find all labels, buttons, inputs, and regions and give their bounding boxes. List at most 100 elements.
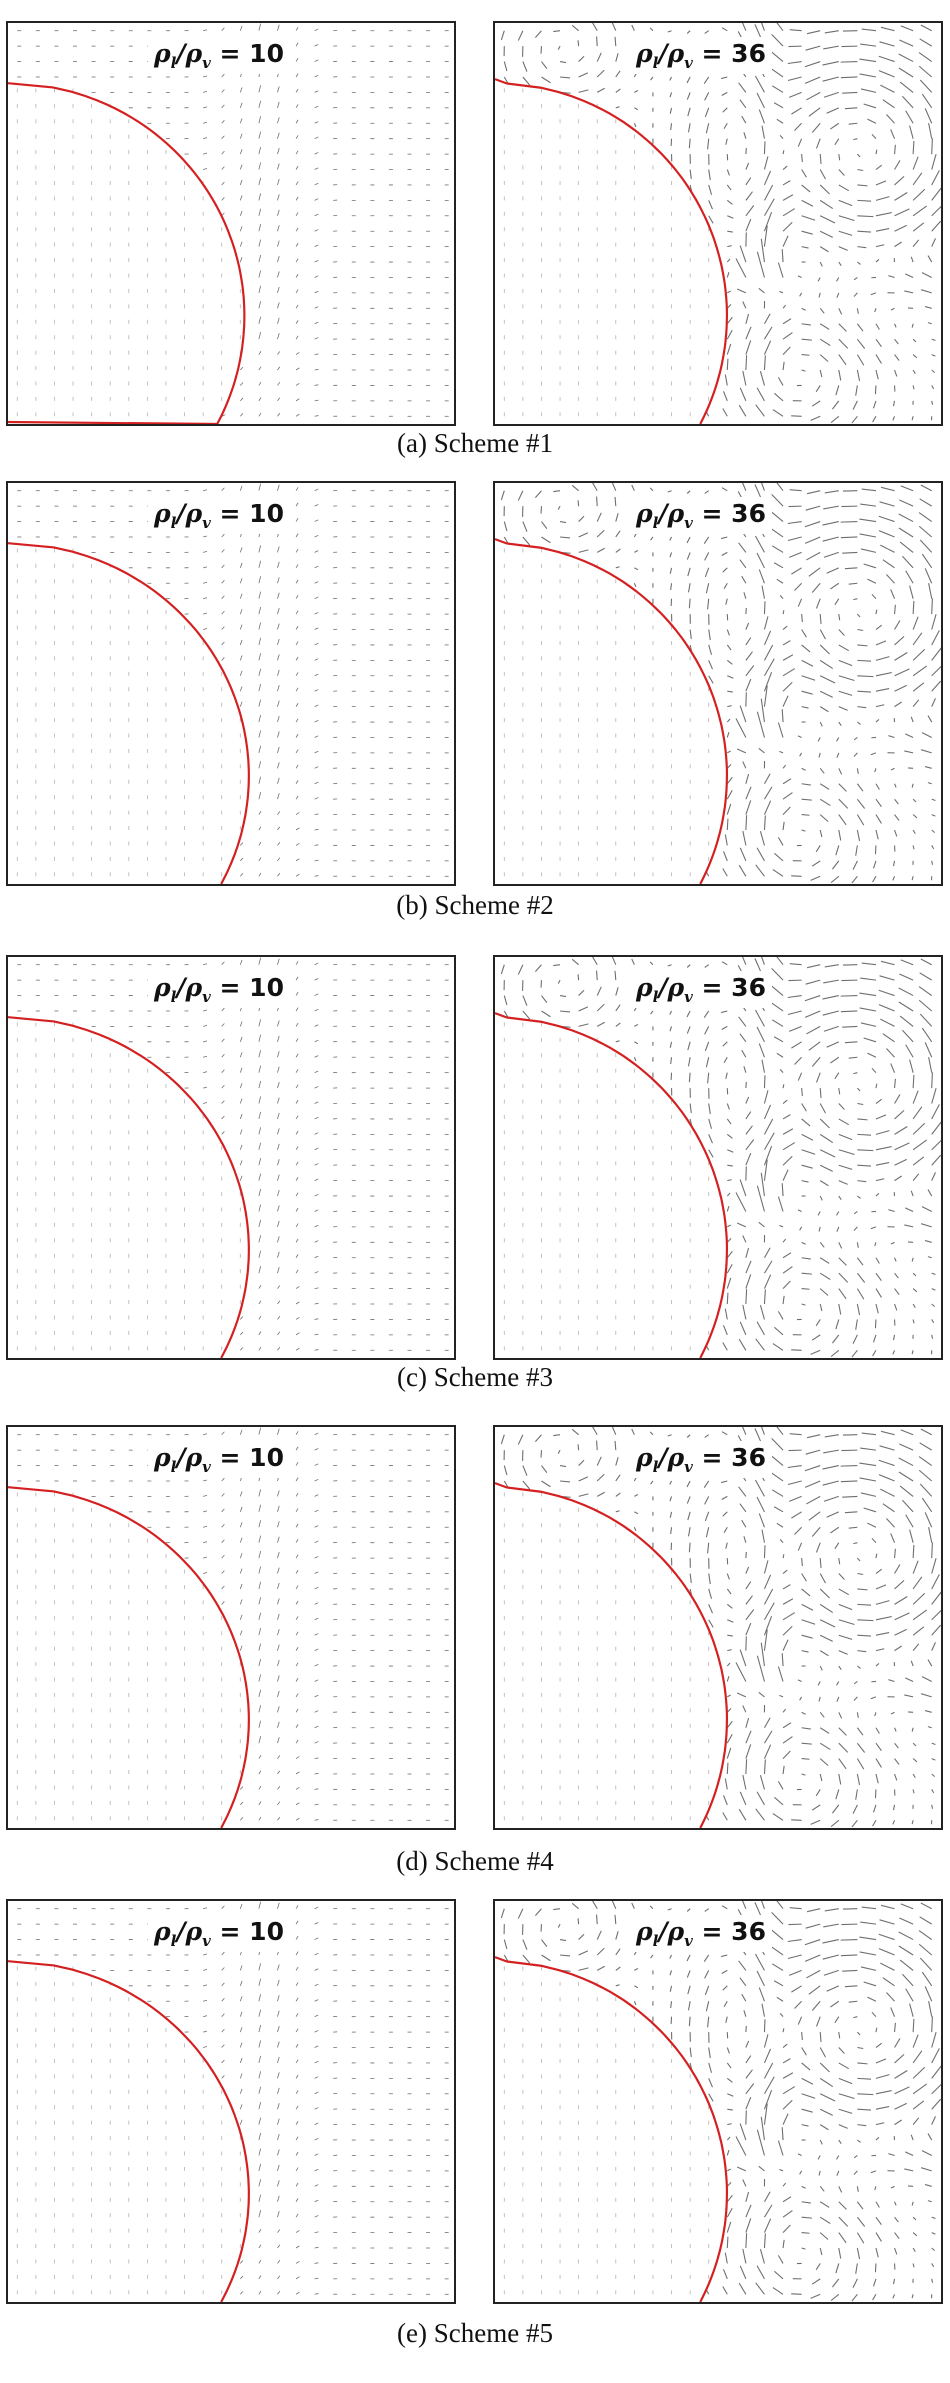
velocity-arrow — [875, 672, 892, 677]
velocity-arrow — [855, 845, 858, 856]
velocity-arrow — [894, 1596, 908, 1605]
velocity-arrow — [258, 637, 262, 646]
velocity-arrow — [931, 354, 936, 357]
velocity-arrow — [314, 1571, 319, 1574]
velocity-arrow — [314, 321, 319, 325]
velocity-arrow — [912, 1106, 923, 1120]
velocity-arrow — [295, 961, 299, 965]
velocity-arrow — [534, 1434, 542, 1442]
velocity-arrow — [912, 1560, 919, 1574]
velocity-arrow — [295, 413, 300, 417]
velocity-arrow — [295, 858, 300, 862]
velocity-arrow — [726, 1762, 729, 1775]
velocity-arrow — [295, 1130, 299, 1135]
velocity-arrow — [781, 249, 784, 263]
velocity-arrow — [852, 860, 858, 870]
velocity-arrow — [726, 1676, 730, 1682]
velocity-arrow — [203, 91, 208, 93]
velocity-arrow — [801, 230, 813, 235]
velocity-arrow — [239, 102, 243, 108]
velocity-arrow — [912, 699, 920, 707]
velocity-arrow — [578, 89, 589, 93]
velocity-arrow — [503, 61, 508, 72]
velocity-arrow — [823, 1025, 839, 1032]
velocity-arrow — [295, 1771, 300, 1775]
velocity-arrow — [782, 1765, 785, 1775]
velocity-arrow — [743, 1066, 747, 1073]
velocity-arrow — [840, 521, 858, 523]
velocity-arrow — [886, 574, 895, 584]
velocity-arrow — [239, 1113, 243, 1120]
velocity-arrow — [912, 1090, 919, 1104]
velocity-arrow — [782, 235, 789, 247]
velocity-arrow — [801, 1303, 806, 1306]
velocity-arrow — [859, 73, 877, 78]
velocity-arrow — [912, 222, 925, 232]
velocity-arrow — [782, 150, 785, 155]
velocity-arrow — [797, 138, 803, 147]
velocity-arrow — [931, 680, 941, 692]
velocity-arrow — [277, 1159, 280, 1166]
velocity-arrow — [763, 1104, 772, 1120]
velocity-arrow — [277, 1613, 280, 1620]
velocity-arrow — [726, 1573, 730, 1580]
velocity-arrow — [830, 122, 840, 130]
velocity-arrow — [931, 630, 940, 646]
velocity-arrow — [742, 1304, 747, 1320]
velocity-arrow — [239, 226, 243, 232]
velocity-arrow — [900, 25, 914, 32]
velocity-arrow — [614, 36, 617, 47]
velocity-arrow — [667, 964, 672, 967]
velocity-arrow — [856, 1773, 861, 1786]
velocity-arrow — [295, 812, 300, 815]
velocity-arrow — [258, 653, 262, 661]
velocity-arrow — [239, 210, 243, 216]
velocity-arrow — [894, 192, 908, 201]
velocity-arrow — [258, 668, 262, 676]
velocity-arrow — [801, 323, 811, 326]
velocity-arrow — [723, 582, 728, 589]
velocity-arrow — [788, 1495, 802, 1502]
velocity-arrow — [559, 536, 571, 539]
velocity-arrow — [822, 1465, 839, 1470]
velocity-arrow — [819, 1742, 831, 1751]
velocity-arrow — [772, 409, 784, 417]
velocity-arrow — [203, 612, 208, 615]
velocity-arrow — [721, 961, 728, 966]
velocity-arrow — [721, 91, 728, 96]
velocity-arrow — [277, 1644, 280, 1651]
velocity-arrow — [686, 30, 691, 34]
velocity-arrow — [314, 1255, 319, 1259]
velocity-arrow — [726, 1277, 732, 1289]
velocity-arrow — [919, 1442, 932, 1451]
velocity-arrow — [295, 1053, 299, 1058]
velocity-arrow — [239, 1316, 244, 1320]
velocity-arrow — [614, 970, 617, 981]
velocity-arrow — [782, 806, 791, 815]
rho-symbol: /ρ — [658, 499, 685, 528]
velocity-arrow — [911, 416, 914, 421]
velocity-arrow — [203, 581, 208, 584]
velocity-arrow — [686, 1434, 691, 1438]
velocity-arrow — [295, 595, 299, 599]
velocity-arrow — [239, 842, 244, 846]
velocity-arrow — [875, 244, 885, 248]
velocity-arrow — [815, 845, 821, 853]
velocity-arrow — [295, 827, 300, 831]
velocity-arrow — [819, 323, 830, 330]
velocity-arrow — [631, 24, 635, 31]
velocity-arrow — [726, 1588, 732, 1595]
velocity-arrow — [258, 381, 262, 386]
velocity-arrow — [277, 561, 280, 568]
velocity-arrow — [870, 1696, 877, 1700]
velocity-arrow — [221, 549, 225, 553]
velocity-arrow — [277, 700, 280, 707]
velocity-arrow — [203, 489, 208, 492]
velocity-arrow — [314, 875, 319, 877]
velocity-arrow — [779, 1539, 784, 1544]
subscript-v: v — [684, 54, 693, 72]
velocity-arrow — [578, 989, 585, 996]
density-ratio-label: ρl/ρv = 10 — [148, 37, 290, 74]
velocity-arrow — [277, 412, 281, 417]
velocity-arrow — [918, 1469, 933, 1482]
